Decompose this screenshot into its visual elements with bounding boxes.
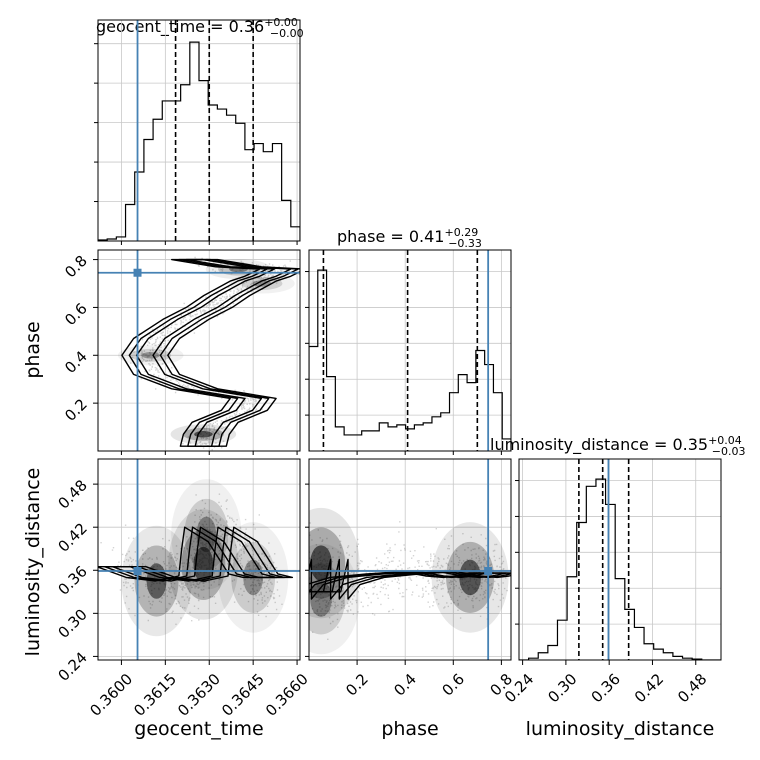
xtick-label-geocent_time-4: 0.3660 — [262, 670, 312, 720]
ytick-label-luminosity_distance-2: 0.36 — [54, 562, 90, 598]
ytick-label-luminosity_distance-1: 0.30 — [54, 605, 90, 641]
density-core-2-1-0 — [310, 545, 332, 581]
ytick-label-luminosity_distance-4: 0.48 — [54, 476, 90, 512]
xtick-label-phase-2: 0.6 — [438, 670, 468, 700]
contour-2-0-2 — [98, 526, 294, 582]
density-outer-1-0-2 — [205, 259, 272, 280]
xtick-label-geocent_time-1: 0.3615 — [130, 670, 180, 720]
density-mid-2-0-2 — [184, 498, 229, 570]
truth-marker-2-1 — [484, 566, 493, 575]
density-core-2-1-1 — [310, 581, 332, 617]
xtick-label-phase-0: 0.2 — [342, 670, 372, 700]
hist-panel-geocent_time — [98, 20, 300, 241]
hist-panel-luminosity_distance — [519, 459, 721, 660]
truth-marker-2-0 — [133, 566, 142, 575]
ytick-label-phase-3: 0.8 — [61, 252, 91, 282]
frame-joint-1-0 — [97, 249, 301, 452]
density-core-2-0-1 — [193, 546, 214, 583]
ytick-label-phase-1: 0.4 — [61, 347, 91, 377]
contour-2-1-2 — [309, 558, 511, 600]
xtick-label-luminosity_distance-2: 0.36 — [588, 670, 624, 706]
joint-panel-geocent_time-phase — [98, 250, 300, 451]
xtick-label-geocent_time-0: 0.3600 — [86, 670, 136, 720]
joint-panel-geocent_time-luminosity_distance — [98, 459, 300, 660]
hist-step-geocent_time — [98, 41, 300, 241]
joint-panel-phase-luminosity_distance — [309, 459, 511, 660]
density-outer-1-0-1 — [117, 345, 184, 366]
density-core-1-0-1 — [141, 352, 160, 359]
contour-1-0-2 — [121, 258, 300, 447]
xtick-label-geocent_time-2: 0.3630 — [174, 670, 224, 720]
frame-joint-2-0 — [97, 458, 301, 661]
ytick-label-luminosity_distance-3: 0.42 — [54, 519, 90, 555]
density-mid-1-0-1 — [130, 348, 172, 362]
density-core-2-0-2 — [196, 516, 217, 553]
ytick-label-luminosity_distance-0: 0.24 — [54, 649, 90, 685]
xlabel-geocent-time: geocent_time — [134, 718, 263, 740]
density-core-2-1-2 — [459, 559, 481, 596]
title-phase: phase = 0.41+0.29 −0.33 — [337, 226, 482, 250]
xtick-label-luminosity_distance-3: 0.42 — [631, 670, 667, 706]
truth-marker-1-0 — [133, 268, 142, 277]
ytick-label-phase-2: 0.6 — [61, 300, 91, 330]
frame-hist-luminosity_distance — [518, 458, 722, 661]
frame-joint-2-1 — [308, 458, 512, 661]
ytick-label-phase-0: 0.2 — [61, 395, 91, 425]
xlabel-phase: phase — [381, 718, 438, 740]
hist-panel-phase — [309, 250, 511, 451]
xlabel-luminosity-distance: luminosity_distance — [526, 718, 715, 740]
hist-step-phase — [309, 269, 511, 451]
xtick-label-luminosity_distance-4: 0.48 — [674, 670, 710, 706]
frame-hist-phase — [308, 249, 512, 452]
title-luminosity-distance: luminosity_distance = 0.35+0.04 −0.03 — [490, 434, 746, 458]
ylabel-luminosity-distance: luminosity_distance — [22, 468, 44, 657]
xtick-label-luminosity_distance-1: 0.30 — [544, 670, 580, 706]
xtick-label-phase-1: 0.4 — [390, 670, 420, 700]
xtick-label-geocent_time-3: 0.3645 — [218, 670, 268, 720]
frame-hist-geocent_time — [97, 19, 301, 242]
ylabel-phase: phase — [22, 321, 44, 378]
hist-step-luminosity_distance — [519, 478, 721, 660]
